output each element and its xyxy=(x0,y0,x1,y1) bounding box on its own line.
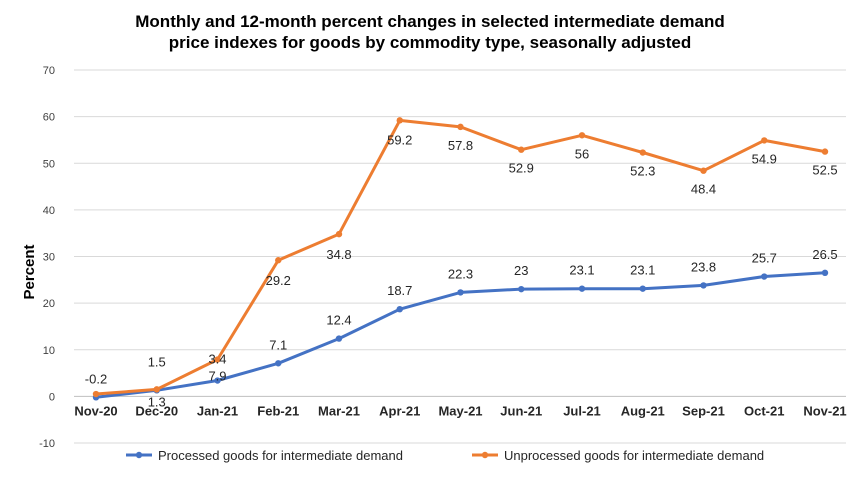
y-tick-label: 70 xyxy=(43,65,55,77)
data-label: 7.9 xyxy=(208,369,226,384)
data-label: 22.3 xyxy=(448,266,473,281)
data-label: 26.5 xyxy=(812,247,837,262)
data-label: 29.2 xyxy=(266,273,291,288)
data-point xyxy=(335,230,343,238)
x-tick-label: Feb-21 xyxy=(257,403,299,418)
y-tick-label: 10 xyxy=(43,345,55,357)
data-point xyxy=(639,285,646,292)
legend-swatch-marker xyxy=(481,451,489,459)
x-tick-label: Nov-20 xyxy=(74,403,117,418)
data-labels: -0.2 1.3 3.4 7.1 12.4 18.7 22.3 23 23.1 23.1 23.8 2… xyxy=(85,132,838,409)
x-tick-label: Jul-21 xyxy=(563,403,601,418)
series-line-2 xyxy=(95,118,826,396)
data-point xyxy=(275,360,282,367)
title-line: Monthly and 12-month percent changes in … xyxy=(135,12,724,31)
data-label: 56 xyxy=(575,146,589,161)
data-label: 52.5 xyxy=(812,163,837,178)
data-point xyxy=(761,273,768,280)
y-tick-label: 20 xyxy=(43,298,55,310)
x-tick-label: Apr-21 xyxy=(379,403,420,418)
data-point xyxy=(92,390,100,398)
data-point xyxy=(761,137,768,144)
y-tick-label: -10 xyxy=(39,438,55,450)
data-point xyxy=(457,123,464,131)
data-label: 52.3 xyxy=(630,164,655,179)
data-label: 7.1 xyxy=(269,337,287,352)
x-axis: Nov-20 Dec-20 Jan-21 Feb-21 Mar-21 Apr-21 May-… xyxy=(74,403,846,418)
data-label: -0.2 xyxy=(85,371,107,386)
chart-title: Monthly and 12-month percent changes in … xyxy=(135,12,724,52)
series-lines xyxy=(92,117,829,401)
data-label: 18.7 xyxy=(387,283,412,298)
legend-entry: Unprocessed goods for intermediate deman… xyxy=(504,448,764,463)
data-point xyxy=(639,149,646,156)
data-point xyxy=(153,386,160,393)
data-label: 1.5 xyxy=(148,354,166,369)
data-label: 54.9 xyxy=(752,151,777,166)
data-point xyxy=(214,356,221,363)
data-label: 23 xyxy=(514,263,528,278)
data-point xyxy=(700,282,707,289)
data-label: 57.8 xyxy=(448,138,473,153)
x-tick-label: Jan-21 xyxy=(197,403,238,418)
y-tick-label: 0 xyxy=(49,391,55,403)
data-label: 23.8 xyxy=(691,259,716,274)
y-axis: -10 0 10 20 30 40 50 60 70 xyxy=(39,65,55,450)
data-label: 25.7 xyxy=(752,251,777,266)
data-label: 1.3 xyxy=(148,394,166,409)
legend-swatch-marker xyxy=(135,451,143,459)
data-label: 23.1 xyxy=(569,263,594,278)
y-tick-label: 30 xyxy=(43,252,55,264)
legend: Processed goods for intermediate demand U… xyxy=(126,448,764,463)
data-point xyxy=(821,148,829,155)
data-point xyxy=(700,167,707,174)
x-tick-label: Jun-21 xyxy=(500,403,542,418)
data-label: 3.4 xyxy=(208,352,226,367)
data-point xyxy=(518,146,525,153)
x-tick-label: May-21 xyxy=(438,403,482,418)
data-label: 59.2 xyxy=(387,132,412,147)
y-axis-title: Percent xyxy=(21,244,38,299)
x-tick-label: Nov-21 xyxy=(803,403,846,418)
data-point xyxy=(457,289,464,296)
data-label: 23.1 xyxy=(630,263,655,278)
data-point xyxy=(578,132,586,139)
x-tick-label: Oct-21 xyxy=(744,403,784,418)
data-label: 52.9 xyxy=(509,161,534,176)
data-point xyxy=(214,377,221,384)
data-point xyxy=(396,305,403,313)
data-label: 34.8 xyxy=(326,247,351,262)
y-tick-label: 60 xyxy=(43,112,55,124)
y-tick-label: 40 xyxy=(43,205,55,217)
title-line: price indexes for goods by commodity typ… xyxy=(169,33,691,52)
data-label: 48.4 xyxy=(691,182,716,197)
data-point xyxy=(518,285,525,293)
gridlines xyxy=(74,69,846,444)
data-point xyxy=(335,335,343,342)
data-point xyxy=(821,269,829,277)
x-tick-label: Sep-21 xyxy=(682,403,725,418)
data-point xyxy=(275,257,282,264)
x-tick-label: Dec-20 xyxy=(135,403,178,418)
x-tick-label: Mar-21 xyxy=(318,403,360,418)
data-point xyxy=(578,285,586,292)
x-tick-label: Aug-21 xyxy=(621,403,665,418)
y-tick-label: 50 xyxy=(43,158,55,170)
data-label: 12.4 xyxy=(326,313,351,328)
legend-entry: Processed goods for intermediate demand xyxy=(158,448,403,463)
data-point xyxy=(396,117,403,124)
